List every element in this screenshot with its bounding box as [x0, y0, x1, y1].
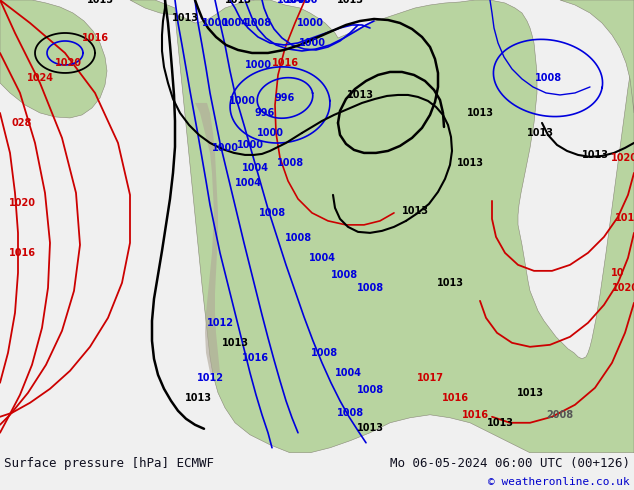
Text: 1013: 1013	[221, 338, 249, 348]
Text: 996: 996	[255, 108, 275, 118]
Text: 1004: 1004	[242, 163, 269, 173]
Text: 1013: 1013	[184, 393, 212, 403]
Text: 1016: 1016	[82, 33, 108, 43]
Text: 1013: 1013	[337, 0, 363, 5]
Text: 1000: 1000	[257, 128, 283, 138]
Text: 1008: 1008	[534, 73, 562, 83]
Text: 1013: 1013	[401, 206, 429, 216]
Text: 1015: 1015	[86, 0, 113, 5]
Text: 1020: 1020	[611, 153, 634, 163]
Text: 1000: 1000	[285, 0, 311, 5]
Text: 1000: 1000	[299, 38, 325, 48]
Text: 1008: 1008	[356, 385, 384, 395]
Text: 1020: 1020	[55, 58, 82, 68]
Text: 10: 10	[611, 268, 624, 278]
Text: 1000: 1000	[297, 18, 323, 28]
Text: 1020: 1020	[612, 283, 634, 293]
Text: 1013: 1013	[486, 418, 514, 428]
Text: 1008: 1008	[337, 408, 363, 418]
Polygon shape	[195, 103, 220, 373]
Text: 1016: 1016	[271, 58, 299, 68]
Text: 1004: 1004	[221, 18, 249, 28]
Text: 1013: 1013	[347, 90, 373, 100]
Text: © weatheronline.co.uk: © weatheronline.co.uk	[488, 477, 630, 487]
Text: 1000: 1000	[236, 140, 264, 150]
Text: 1012: 1012	[207, 318, 233, 328]
Text: 996: 996	[298, 0, 318, 5]
Text: 1016: 1016	[8, 248, 36, 258]
Text: 1008: 1008	[245, 18, 271, 28]
Text: 1008: 1008	[285, 233, 311, 243]
Polygon shape	[0, 0, 107, 118]
Text: 1013: 1013	[356, 423, 384, 433]
Text: 1013: 1013	[224, 0, 252, 5]
Polygon shape	[130, 0, 634, 453]
Text: 1013: 1013	[517, 388, 543, 398]
Polygon shape	[560, 0, 634, 113]
Text: 1017: 1017	[417, 373, 444, 383]
Text: 2008: 2008	[547, 410, 574, 420]
Text: 1008: 1008	[259, 208, 287, 218]
Text: 1008: 1008	[311, 348, 339, 358]
Text: 1008: 1008	[332, 270, 359, 280]
Text: 1000: 1000	[202, 18, 228, 28]
Text: 1013: 1013	[581, 150, 609, 160]
Text: 1016: 1016	[242, 353, 269, 363]
Text: 1004: 1004	[235, 178, 261, 188]
Text: 996: 996	[275, 93, 295, 103]
Text: 1000: 1000	[228, 96, 256, 106]
Text: 1008: 1008	[356, 283, 384, 293]
Text: 1004: 1004	[276, 0, 304, 5]
Text: 1000: 1000	[212, 143, 238, 153]
Text: 1000: 1000	[245, 60, 271, 70]
Text: 1024: 1024	[27, 73, 53, 83]
Text: 1004: 1004	[309, 253, 335, 263]
Text: 1012: 1012	[197, 373, 224, 383]
Text: 1020: 1020	[8, 198, 36, 208]
Text: 1013: 1013	[436, 278, 463, 288]
Text: 1013: 1013	[456, 158, 484, 168]
Text: 1016: 1016	[614, 213, 634, 223]
Text: 1008: 1008	[276, 158, 304, 168]
Text: Mo 06-05-2024 06:00 UTC (00+126): Mo 06-05-2024 06:00 UTC (00+126)	[390, 457, 630, 470]
Text: 1013: 1013	[172, 13, 198, 23]
Text: 1016: 1016	[462, 410, 489, 420]
Text: 1004: 1004	[335, 368, 361, 378]
Text: 1013: 1013	[526, 128, 553, 138]
Text: 1016: 1016	[441, 393, 469, 403]
Text: 028: 028	[12, 118, 32, 128]
Text: Surface pressure [hPa] ECMWF: Surface pressure [hPa] ECMWF	[4, 457, 214, 470]
Text: 1013: 1013	[467, 108, 493, 118]
